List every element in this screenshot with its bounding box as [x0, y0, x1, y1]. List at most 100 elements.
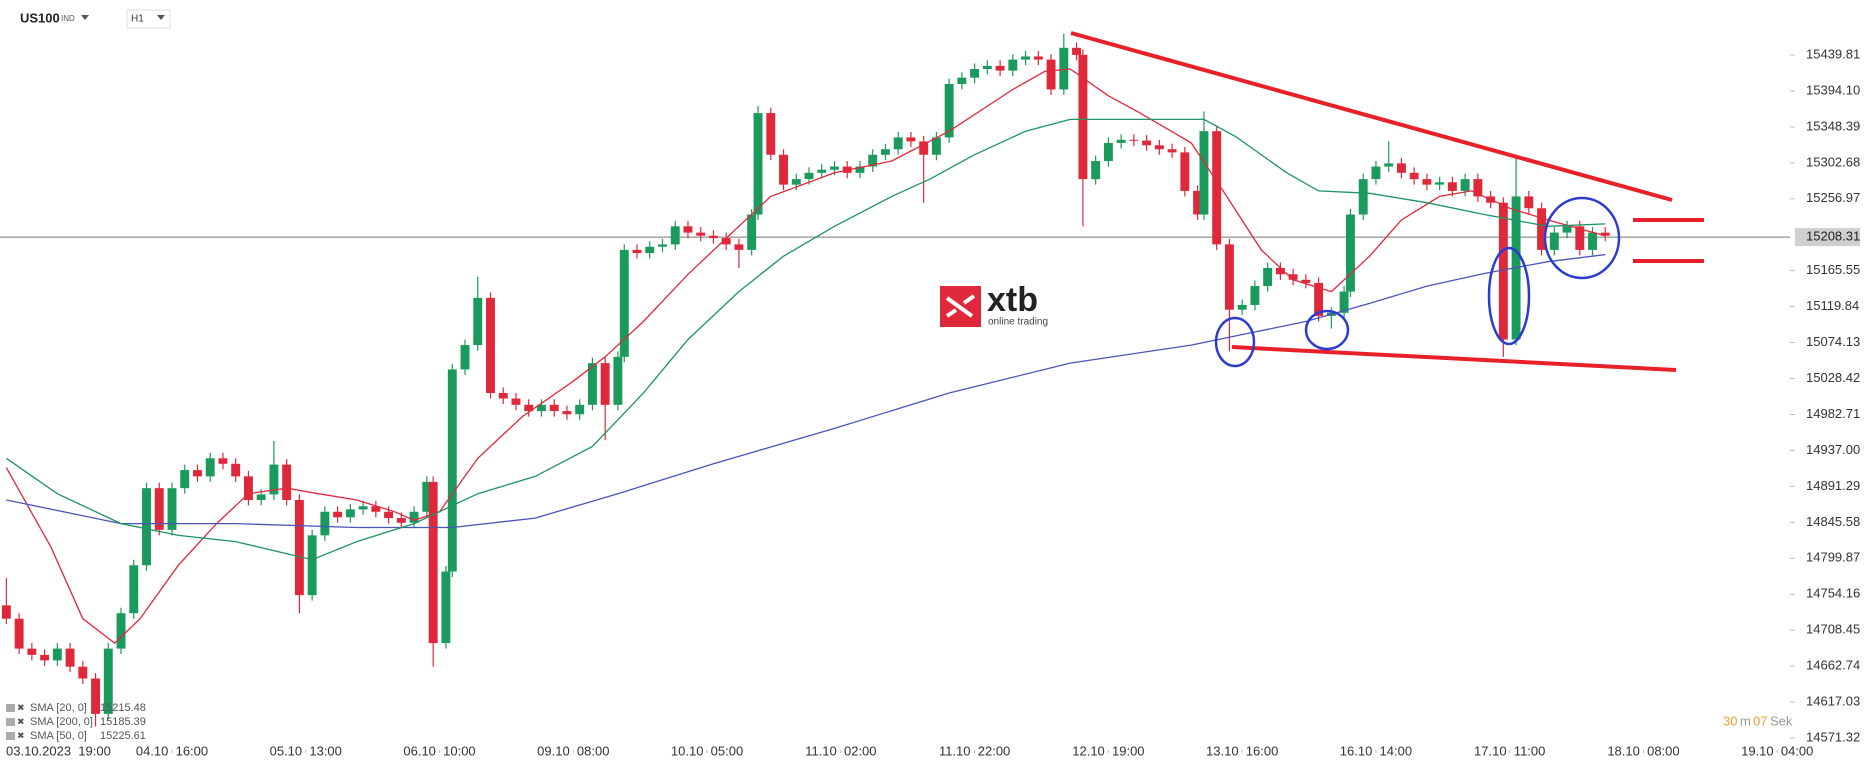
candle-body — [103, 648, 113, 714]
candle-body — [129, 565, 139, 614]
candle-body — [345, 509, 355, 518]
interval-selector[interactable]: H1 — [126, 9, 171, 29]
candle-body — [1537, 208, 1547, 250]
y-tick-label: 15165.55 — [1806, 262, 1860, 277]
countdown-seconds: 07 — [1753, 713, 1767, 728]
candle-body — [791, 179, 801, 185]
candle-body — [696, 232, 706, 236]
candle-body — [1167, 149, 1177, 153]
candle-body — [1072, 47, 1082, 55]
candle-body — [1237, 304, 1247, 310]
plot-area: 15439.81 15394.10 15348.39 15302.68 15256.97… — [0, 33, 1860, 758]
countdown-minutes: 30 — [1723, 713, 1737, 728]
candle-body — [1021, 56, 1031, 60]
candle-body — [78, 666, 88, 679]
candle-body — [766, 113, 776, 155]
y-tick-label: 14891.29 — [1806, 478, 1860, 493]
candle-body — [1314, 282, 1324, 316]
interval-box[interactable] — [126, 9, 171, 29]
candle-body — [1339, 291, 1349, 313]
candle-body — [1224, 244, 1234, 310]
candle-body — [1250, 286, 1260, 305]
y-tick-label: 14937.00 — [1806, 442, 1860, 457]
candle-body — [460, 345, 470, 370]
candle-body — [1091, 161, 1101, 180]
candle-body — [294, 499, 304, 596]
candle-body — [1460, 179, 1470, 191]
y-tick-label: 14708.45 — [1806, 622, 1860, 637]
candle-body — [1575, 226, 1585, 250]
candle-body — [358, 506, 368, 510]
candle-body — [1549, 232, 1559, 250]
y-tick-label: 14754.16 — [1806, 586, 1860, 601]
highlight-circle — [1487, 246, 1531, 346]
x-tick-label: 06.10 10:00 — [403, 743, 475, 758]
candle-body — [957, 77, 967, 84]
candle-body — [486, 297, 495, 394]
y-tick-label: 15348.39 — [1806, 118, 1860, 133]
candle-body — [52, 648, 62, 661]
candle-body — [893, 137, 903, 150]
x-tick-label: 18.10 08:00 — [1607, 743, 1679, 758]
candle-body — [1288, 274, 1298, 280]
x-tick-label: 13.10 16:00 — [1206, 743, 1278, 758]
candle-body — [14, 618, 24, 649]
y-tick-label: 15439.81 — [1806, 46, 1860, 61]
candle-body — [868, 154, 878, 167]
logo: xtb online trading — [940, 281, 1048, 328]
candle-body — [734, 244, 744, 250]
x-tick-label: 05.10 13:00 — [270, 743, 342, 758]
candle-body — [1562, 226, 1572, 233]
candle-body — [587, 363, 597, 405]
candle-body — [371, 506, 381, 512]
x-tick-label: 16.10 14:00 — [1340, 743, 1412, 758]
countdown: 30 m 07 Sek — [1723, 713, 1793, 728]
y-tick-label: 14799.87 — [1806, 550, 1860, 565]
logo-tagline: online trading — [988, 317, 1048, 328]
candle-body — [931, 137, 941, 155]
interval[interactable]: H1 — [131, 14, 144, 25]
market[interactable]: IND — [61, 14, 75, 23]
candle-body — [817, 169, 827, 173]
candle-body — [524, 404, 534, 412]
legend-name: SMA [200, 0] — [30, 716, 93, 728]
legend-icon — [6, 704, 15, 712]
y-tick-label: 15302.68 — [1806, 154, 1860, 169]
candle-body — [1046, 59, 1056, 90]
candle-body — [658, 244, 667, 247]
candle-body — [549, 404, 559, 412]
candle-body — [422, 481, 432, 512]
y-tick-label: 15119.84 — [1806, 298, 1859, 313]
candle-body — [1059, 47, 1069, 90]
candle-body — [40, 654, 50, 661]
candle-body — [193, 470, 202, 477]
candle-body — [231, 463, 241, 477]
y-tick-label: 14662.74 — [1806, 658, 1860, 673]
candle-body — [708, 235, 718, 239]
logo-glyph — [945, 294, 976, 318]
dropdown-arrow[interactable] — [81, 15, 89, 20]
sma-line — [6, 118, 1606, 561]
countdown-minutes-unit: m — [1740, 713, 1751, 728]
y-tick-label: 15256.97 — [1806, 190, 1860, 205]
symbol[interactable]: US100 — [20, 10, 60, 25]
candle-body — [1142, 140, 1152, 146]
candle-body — [1396, 163, 1406, 173]
candle-body — [1154, 145, 1164, 150]
legend-value: 15225.61 — [100, 730, 146, 742]
dropdown-arrow[interactable] — [157, 15, 165, 20]
candle-body — [613, 356, 623, 405]
candle-body — [855, 166, 865, 173]
candle-body — [1301, 279, 1311, 283]
candle-body — [1384, 163, 1394, 167]
candle-body — [1358, 179, 1368, 215]
symbol-selector[interactable]: US100 IND — [20, 10, 89, 25]
x-tick-label: 19.10 04:00 — [1741, 743, 1813, 758]
y-tick-label: 14845.58 — [1806, 514, 1860, 529]
candle-body — [1116, 139, 1126, 143]
candle-body — [498, 393, 508, 399]
candle-body — [256, 494, 266, 500]
candle-body — [1422, 179, 1432, 185]
